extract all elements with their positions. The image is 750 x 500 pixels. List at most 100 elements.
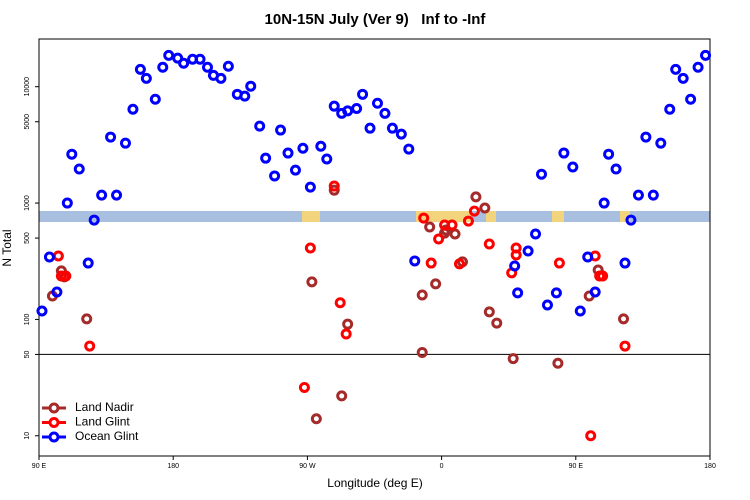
point — [140, 72, 152, 84]
point — [36, 305, 48, 317]
chart-title: 10N-15N July (Ver 9) Inf to -Inf — [265, 11, 487, 28]
point — [336, 390, 348, 402]
point — [61, 197, 73, 209]
point — [88, 214, 100, 226]
x-tick-label: 90 E — [569, 463, 584, 470]
point — [254, 120, 266, 132]
point — [84, 340, 96, 352]
point — [536, 168, 548, 180]
point — [424, 221, 436, 233]
point — [430, 278, 442, 290]
point — [647, 189, 659, 201]
point — [304, 242, 316, 254]
point — [453, 258, 465, 270]
point — [51, 286, 63, 298]
point — [163, 49, 175, 61]
point — [582, 251, 594, 263]
point — [685, 93, 697, 105]
y-tick-label: 1000 — [24, 195, 31, 211]
series — [52, 180, 631, 442]
y-tick-label: 10 — [24, 432, 31, 440]
point — [692, 61, 704, 73]
point — [282, 147, 294, 159]
point — [655, 137, 667, 149]
point — [558, 147, 570, 159]
point — [598, 197, 610, 209]
point — [403, 143, 415, 155]
legend-marker — [48, 417, 60, 428]
point — [618, 313, 630, 325]
point — [625, 214, 637, 226]
point — [619, 257, 631, 269]
band-patch — [302, 211, 320, 222]
point — [215, 72, 227, 84]
x-tick-label: 90 E — [32, 463, 47, 470]
point — [245, 80, 257, 92]
point — [334, 297, 346, 309]
series — [36, 49, 712, 317]
x-axis-label: Longitude (deg E) — [327, 476, 422, 490]
point — [364, 122, 376, 134]
point — [222, 60, 234, 72]
point — [269, 170, 281, 182]
band-patch — [416, 211, 472, 222]
point — [81, 313, 93, 325]
point — [416, 289, 428, 301]
point — [510, 249, 522, 261]
point — [670, 63, 682, 75]
point — [157, 61, 169, 73]
point — [664, 103, 676, 115]
point — [553, 257, 565, 269]
point — [433, 233, 445, 245]
band — [39, 211, 710, 222]
point — [479, 202, 491, 214]
point — [574, 305, 586, 317]
point — [55, 270, 67, 282]
point — [550, 287, 562, 299]
point — [73, 163, 85, 175]
point — [379, 107, 391, 119]
y-tick-label: 5000 — [24, 114, 31, 130]
point — [640, 131, 652, 143]
point — [552, 357, 564, 369]
point — [134, 63, 146, 75]
point — [82, 257, 94, 269]
plot-frame — [38, 38, 711, 457]
point — [304, 181, 316, 193]
point — [567, 161, 579, 173]
point — [321, 153, 333, 165]
point — [603, 148, 615, 160]
y-tick-label: 50 — [24, 350, 31, 358]
point — [409, 255, 421, 267]
point — [395, 128, 407, 140]
point — [507, 353, 519, 365]
point — [105, 131, 117, 143]
point — [297, 142, 309, 154]
point — [610, 163, 622, 175]
point — [119, 137, 131, 149]
point — [462, 215, 474, 227]
point — [340, 328, 352, 340]
point — [522, 245, 534, 257]
point — [509, 260, 521, 272]
point — [275, 124, 287, 136]
point — [60, 270, 72, 282]
point — [468, 205, 480, 217]
point — [700, 49, 712, 61]
x-tick-label: 180 — [167, 463, 179, 470]
point — [597, 270, 609, 282]
point — [201, 61, 213, 73]
point — [449, 228, 461, 240]
point — [194, 53, 206, 65]
y-axis-label: N Total — [0, 229, 14, 266]
point — [328, 180, 340, 192]
point — [371, 97, 383, 109]
point — [483, 238, 495, 250]
point — [589, 286, 601, 298]
legend-label: Ocean Glint — [75, 429, 139, 443]
legend-label: Land Nadir — [75, 400, 134, 414]
point — [149, 93, 161, 105]
point — [446, 219, 458, 231]
band-patch — [620, 211, 630, 222]
point — [416, 346, 428, 358]
